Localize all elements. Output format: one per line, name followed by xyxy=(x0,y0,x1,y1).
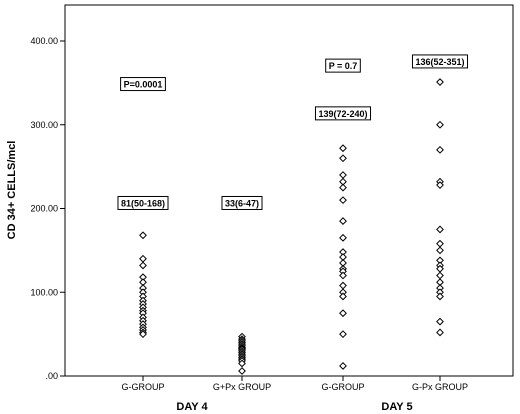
data-point xyxy=(436,246,444,255)
x-category-label: G+Px GROUP xyxy=(213,382,271,392)
annotation-text: P = 0.7 xyxy=(329,61,358,71)
data-point xyxy=(139,330,147,339)
data-point xyxy=(139,261,147,270)
data-point xyxy=(238,359,246,368)
annotation-box: P = 0.7 xyxy=(325,58,361,73)
x-category-label: G-GROUP xyxy=(121,382,164,392)
data-point xyxy=(339,196,347,205)
annotation-box: 139(72-240) xyxy=(314,106,372,121)
data-point xyxy=(436,328,444,337)
y-axis-title: CD 34+ CELLS/mcl xyxy=(6,141,18,240)
data-point xyxy=(339,183,347,192)
x-category-label: G-GROUP xyxy=(321,382,364,392)
data-point xyxy=(339,362,347,370)
data-point xyxy=(339,292,347,301)
data-point xyxy=(436,181,444,189)
annotation-text: 33(6-47) xyxy=(225,198,259,208)
annotation-text: 136(52-351) xyxy=(415,57,464,67)
annotation-text: 139(72-240) xyxy=(318,109,367,119)
annotation-frame xyxy=(411,54,469,69)
data-point xyxy=(339,330,347,339)
x-category-label: G-Px GROUP xyxy=(412,382,468,392)
data-point xyxy=(436,225,444,234)
y-tick-label: 100.00 xyxy=(30,287,58,297)
annotation-frame xyxy=(221,195,263,210)
data-point xyxy=(339,144,347,153)
group-label-day-5: DAY 5 xyxy=(381,401,412,413)
data-point xyxy=(436,317,444,326)
data-point xyxy=(238,367,246,375)
data-point xyxy=(339,217,347,225)
annotation-frame xyxy=(314,106,372,121)
annotation-frame xyxy=(120,77,166,92)
data-point xyxy=(139,231,147,240)
y-tick-label: 200.00 xyxy=(30,204,58,214)
y-tick-label: .00 xyxy=(45,371,58,381)
data-point xyxy=(339,233,347,242)
x-axis-ticks: G-GROUP G+Px GROUP G-GROUP G-Px GROUP xyxy=(121,376,468,392)
annotation-text: 81(50-168) xyxy=(121,198,165,208)
data-point xyxy=(436,145,444,154)
annotation-box: 81(50-168) xyxy=(117,195,169,210)
annotations: 81(50-168) 33(6-47) 139(72-240) 136(52-351)… xyxy=(117,54,469,210)
y-tick-label: 300.00 xyxy=(30,120,58,130)
data-point xyxy=(339,309,347,318)
data-points xyxy=(139,78,444,375)
annotation-frame xyxy=(325,58,361,73)
annotation-text: P=0.0001 xyxy=(124,80,163,90)
annotation-frame xyxy=(117,195,169,210)
annotation-box: P=0.0001 xyxy=(120,77,166,92)
data-point xyxy=(436,292,444,301)
y-tick-label: 400.00 xyxy=(30,36,58,46)
data-point xyxy=(436,120,444,129)
data-point xyxy=(339,271,347,280)
data-point xyxy=(436,78,444,86)
y-axis-ticks: .00 100.00 200.00 300.00 400.00 xyxy=(30,36,65,381)
annotation-box: 33(6-47) xyxy=(221,195,263,210)
group-label-day-4: DAY 4 xyxy=(176,401,208,413)
annotation-box: 136(52-351) xyxy=(411,54,469,69)
data-point xyxy=(339,154,347,163)
